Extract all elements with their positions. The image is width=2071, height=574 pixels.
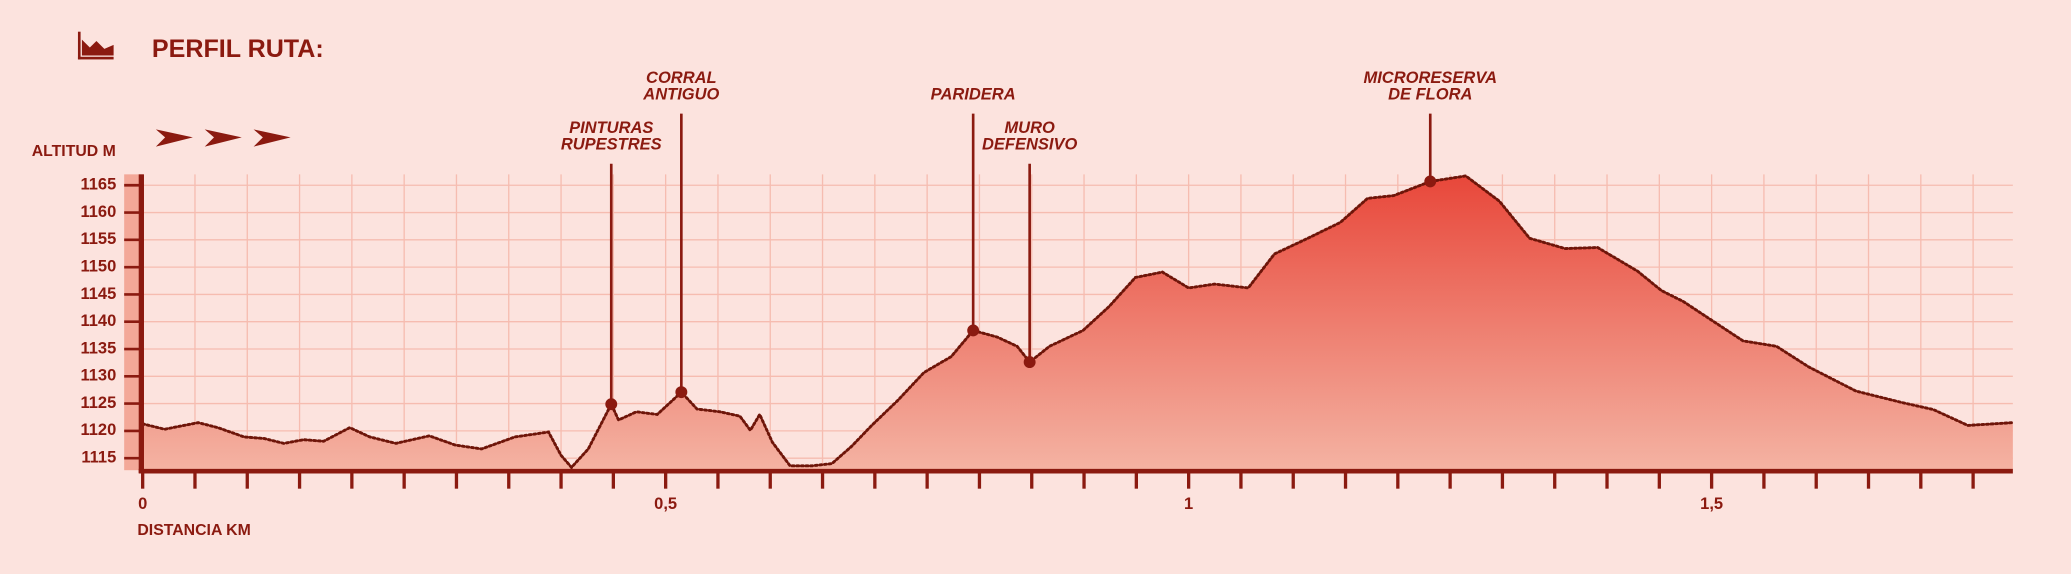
y-tick-label: 1155: [80, 230, 116, 248]
x-tick-label: 1,5: [1700, 495, 1723, 513]
annotation-label: PARIDERA: [931, 85, 1016, 103]
y-tick-label: 1125: [80, 394, 116, 412]
annotation-label: MURO: [1004, 119, 1055, 137]
annotation-label: DE FLORA: [1388, 85, 1472, 103]
x-axis-line: [138, 468, 2013, 474]
x-axis-label: DISTANCIA KM: [137, 522, 250, 539]
x-tick-label: 0,5: [654, 495, 677, 513]
y-tick-label: 1160: [80, 203, 116, 221]
annotation-marker: [967, 324, 980, 337]
annotation-marker: [605, 398, 618, 411]
annotation-label: PINTURAS: [569, 119, 653, 137]
y-tick-label: 1165: [80, 176, 116, 194]
annotation-marker: [675, 386, 688, 399]
y-tick-label: 1115: [81, 449, 116, 467]
profile-line: [141, 174, 2015, 470]
y-tick-label: 1150: [80, 257, 116, 275]
y-tick-label: 1145: [80, 285, 116, 303]
y-tick-label: 1135: [80, 339, 116, 357]
annotation-marker: [1424, 175, 1437, 188]
annotation-label: CORRAL: [646, 69, 717, 87]
annotation-label: DEFENSIVO: [982, 136, 1078, 154]
y-axis-line: [138, 174, 144, 473]
y-tick-label: 1120: [80, 421, 116, 439]
chart-icon: [77, 31, 114, 60]
area: [142, 175, 2013, 471]
y-tick-label: 1130: [80, 367, 116, 385]
annotation-label: ANTIGUO: [642, 85, 719, 103]
y-tick-label: 1140: [80, 312, 116, 330]
chart-title: PERFIL RUTA:: [152, 35, 324, 63]
annotation-label: MICRORESERVA: [1363, 69, 1497, 87]
y-axis-label: ALTITUD M: [32, 143, 116, 160]
direction-arrows: [155, 129, 291, 147]
x-tick-label: 1: [1184, 495, 1193, 513]
annotation-marker: [1023, 356, 1036, 369]
x-tick-label: 0: [138, 495, 147, 513]
annotation-label: RUPESTRES: [561, 136, 662, 154]
